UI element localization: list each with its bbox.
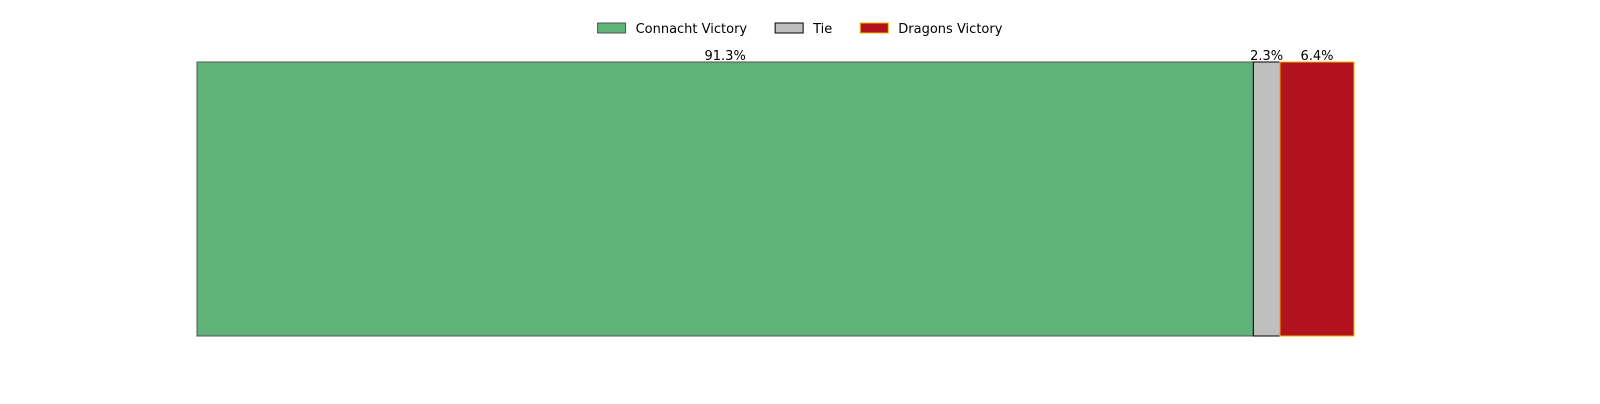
legend-label-tie: Tie [812, 22, 832, 37]
data-labels: 91.3% 2.3% 6.4% [705, 49, 1334, 64]
legend-item-dragons-victory: Dragons Victory [859, 22, 1003, 37]
legend-label-connacht-victory: Connacht Victory [636, 22, 748, 37]
data-label-tie: 2.3% [1250, 49, 1283, 64]
legend-swatch-dragons-victory [859, 22, 889, 34]
bar-segment-connacht-victory [196, 61, 1254, 337]
bar-segment-dragons-victory [1279, 61, 1355, 337]
data-label-dragons-victory: 6.4% [1300, 49, 1333, 64]
legend-swatch-tie [774, 22, 804, 34]
legend-item-connacht-victory: Connacht Victory [597, 22, 748, 37]
legend-label-dragons-victory: Dragons Victory [898, 22, 1002, 37]
legend: Connacht Victory Tie Dragons Victory [597, 22, 1003, 37]
bar-segment-tie [1252, 61, 1281, 337]
legend-swatch-connacht-victory [597, 22, 627, 34]
data-label-connacht-victory: 91.3% [705, 49, 746, 64]
legend-item-tie: Tie [774, 22, 832, 37]
bar-segments [196, 61, 1355, 337]
